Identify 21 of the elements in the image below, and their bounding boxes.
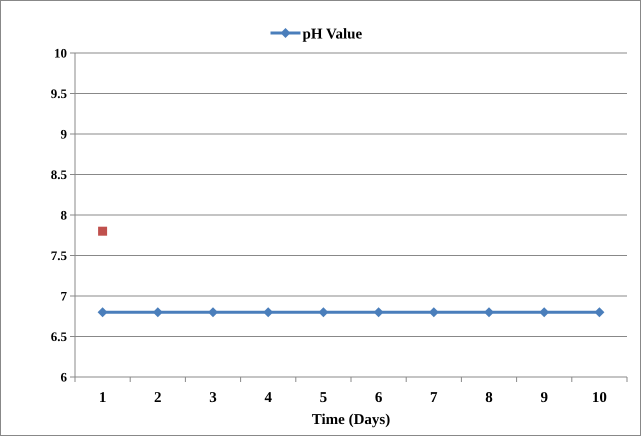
x-tick-label: 6 bbox=[374, 390, 383, 406]
y-tick-label: 8 bbox=[60, 208, 68, 223]
x-tick-label: 3 bbox=[209, 390, 217, 406]
legend-label: pH Value bbox=[302, 26, 362, 42]
y-tick-label: 7 bbox=[60, 288, 68, 304]
x-tick-label: 9 bbox=[540, 390, 548, 406]
x-tick-label: 4 bbox=[264, 390, 272, 406]
x-tick-label: 5 bbox=[320, 390, 328, 406]
x-tick-label: 2 bbox=[154, 390, 162, 406]
y-tick-label: 9.5 bbox=[50, 86, 68, 102]
y-tick-label: 9 bbox=[60, 126, 68, 142]
x-tick-label: 8 bbox=[485, 390, 493, 406]
y-tick-label: 6 bbox=[60, 370, 68, 385]
x-tick-label: 7 bbox=[430, 390, 438, 406]
y-tick-label: 7.5 bbox=[50, 248, 68, 264]
y-tick-label: 6.5 bbox=[50, 329, 68, 344]
x-axis-title: Time (Days) bbox=[312, 412, 390, 428]
y-tick-label: 10 bbox=[54, 46, 67, 61]
x-tick-label: 1 bbox=[98, 390, 106, 406]
y-tick-label: 8.5 bbox=[50, 167, 68, 182]
x-tick-label: 10 bbox=[592, 390, 607, 406]
